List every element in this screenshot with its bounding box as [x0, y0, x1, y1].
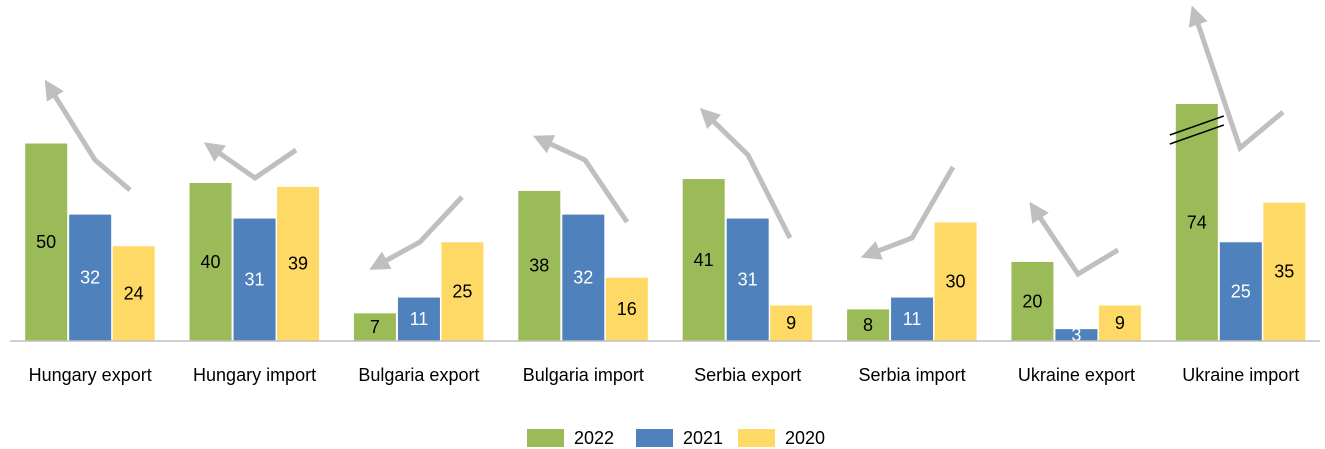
x-tick-label: Bulgaria export [358, 365, 479, 385]
trend-arrow [532, 135, 630, 224]
legend-swatch [636, 429, 673, 447]
trend-arrow [369, 195, 464, 270]
bar [1263, 202, 1306, 341]
data-label: 7 [370, 317, 380, 337]
trend-arrow [203, 142, 298, 182]
bar [1219, 242, 1262, 341]
data-label: 32 [573, 268, 593, 288]
data-label: 41 [694, 250, 714, 270]
data-label: 11 [410, 309, 429, 329]
bar [189, 183, 232, 341]
bar [891, 297, 934, 341]
x-tick-label: Ukraine export [1018, 365, 1135, 385]
legend-label: 2022 [574, 428, 614, 448]
x-tick-label: Serbia export [694, 365, 801, 385]
data-label: 31 [738, 270, 758, 290]
data-label: 31 [245, 270, 265, 290]
data-label: 24 [124, 283, 144, 303]
bar [847, 309, 890, 341]
legend-swatch [738, 429, 775, 447]
bar [353, 313, 396, 341]
bar [934, 222, 977, 341]
data-label: 9 [786, 313, 796, 333]
trend-arrow [1029, 201, 1120, 278]
data-label: 20 [1022, 291, 1042, 311]
data-label: 39 [288, 254, 308, 274]
data-label: 40 [201, 252, 221, 272]
axis-break [1169, 124, 1225, 145]
bar [562, 214, 605, 341]
bar [69, 214, 112, 341]
bar [1098, 305, 1141, 341]
x-tick-label: Serbia import [859, 365, 966, 385]
data-label: 16 [617, 299, 637, 319]
data-label: 38 [529, 256, 549, 276]
bar [1055, 329, 1098, 341]
bar [233, 218, 276, 341]
x-tick-label: Bulgaria import [523, 365, 644, 385]
trend-arrows [44, 5, 1285, 278]
bar [277, 186, 320, 341]
bar [25, 143, 68, 341]
legend-swatch [527, 429, 564, 447]
legend-label: 2020 [785, 428, 825, 448]
data-label: 35 [1274, 262, 1294, 282]
axis-break [1169, 115, 1225, 136]
x-tick-label: Ukraine import [1182, 365, 1299, 385]
bar [770, 305, 813, 341]
bar [397, 297, 440, 341]
data-label: 3 [1071, 325, 1081, 345]
trend-arrow [860, 165, 956, 260]
trend-arrow [699, 108, 793, 240]
data-label: 25 [452, 281, 472, 301]
trend-arrow [44, 79, 132, 192]
x-tick-label: Hungary import [193, 365, 316, 385]
bar [682, 179, 725, 341]
data-label: 32 [80, 268, 100, 288]
data-label: 74 [1187, 212, 1207, 232]
x-tick-label: Hungary export [29, 365, 152, 385]
trend-arrow [1188, 5, 1285, 153]
bar [112, 246, 155, 341]
legend-label: 2021 [683, 428, 723, 448]
bar [441, 242, 484, 341]
bar [518, 190, 561, 341]
bar [726, 218, 769, 341]
data-label: 11 [903, 309, 922, 329]
bar [1011, 262, 1054, 341]
data-label: 8 [863, 315, 873, 335]
data-label: 9 [1115, 313, 1125, 333]
data-label: 30 [946, 272, 966, 292]
data-label: 25 [1231, 281, 1251, 301]
data-label: 50 [36, 232, 56, 252]
bar [1175, 104, 1218, 341]
bar [605, 277, 648, 341]
